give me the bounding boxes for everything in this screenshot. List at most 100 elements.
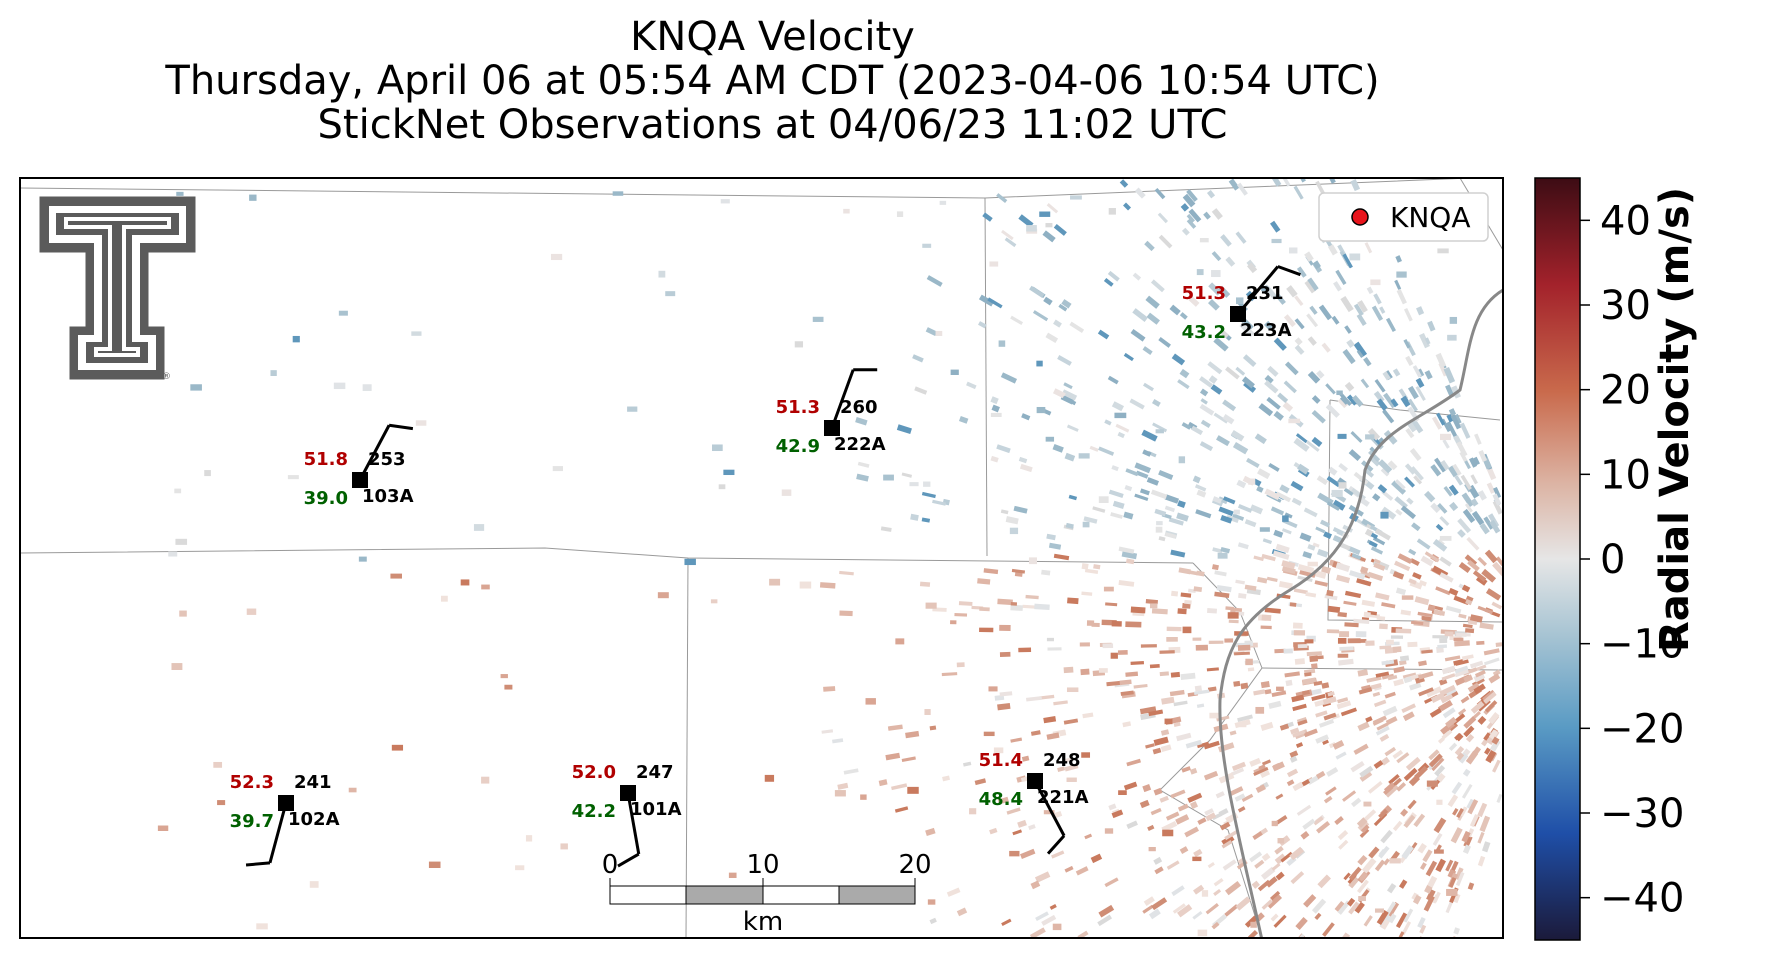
radar-gate <box>1348 449 1362 462</box>
radar-gate <box>1247 667 1255 672</box>
radar-gate <box>982 212 993 222</box>
radar-gate <box>1253 689 1266 696</box>
radar-gate <box>1271 238 1282 244</box>
radar-gate <box>1227 612 1239 619</box>
radar-gate <box>1063 382 1073 390</box>
radar-gate <box>1477 605 1494 615</box>
radar-gate <box>1013 505 1028 514</box>
radar-gate <box>217 800 226 806</box>
radar-gate <box>1218 742 1235 753</box>
knqa-marker-icon <box>1351 208 1369 226</box>
radar-gate <box>1264 688 1272 695</box>
radar-gate <box>1434 764 1446 777</box>
radar-gate <box>1373 812 1388 827</box>
radar-gate <box>1396 289 1407 305</box>
radar-gate <box>1312 260 1321 270</box>
radar-gate <box>1419 332 1430 349</box>
radar-gate <box>1309 655 1319 662</box>
radar-gate <box>1477 556 1488 567</box>
radar-gate <box>1277 392 1289 404</box>
radar-gate <box>1026 225 1037 232</box>
radar-gate <box>1258 764 1266 771</box>
radar-gate <box>1207 361 1223 375</box>
radar-gate <box>1111 620 1122 627</box>
radar-gate <box>176 191 184 196</box>
radar-gate <box>1353 743 1369 755</box>
radar-gate <box>1344 381 1355 392</box>
radar-gate <box>338 310 348 316</box>
radar-gate <box>1159 671 1170 677</box>
radar-gate <box>1486 482 1496 494</box>
radar-gate <box>1435 352 1447 368</box>
radar-gate <box>942 775 950 782</box>
radar-gate <box>896 424 912 435</box>
radar-gate <box>1446 413 1454 423</box>
radar-gate <box>712 444 723 452</box>
radar-gate <box>1047 647 1062 651</box>
radar-gate <box>1119 179 1129 188</box>
radar-gate <box>1306 313 1319 328</box>
radar-gate <box>1404 476 1415 488</box>
radar-gate <box>1479 522 1490 535</box>
radar-gate <box>1212 547 1223 554</box>
radar-gate <box>1409 682 1422 691</box>
radar-gate <box>1030 880 1041 890</box>
radar-gate <box>1465 628 1475 634</box>
radar-gate <box>1038 694 1055 700</box>
radar-gate <box>1349 253 1361 261</box>
radar-gate <box>1222 413 1235 425</box>
radar-gate <box>1010 737 1023 743</box>
radar-gate <box>1458 562 1471 573</box>
radar-gate <box>1053 700 1068 706</box>
radar-gate <box>1454 475 1463 486</box>
radar-gate <box>1271 820 1278 827</box>
radar-gate <box>1357 669 1369 677</box>
radar-gate <box>1463 674 1474 683</box>
radar-gate <box>925 827 936 837</box>
radar-gate <box>979 607 990 612</box>
colorbar-tick-label: −10 <box>1600 622 1684 668</box>
radar-gate <box>1011 568 1026 574</box>
radar-gate <box>1409 558 1420 567</box>
radar-gate <box>1449 501 1459 512</box>
radar-gate <box>989 827 998 835</box>
radar-gate <box>1313 816 1324 826</box>
radar-gate <box>1130 328 1146 342</box>
radar-gate <box>1400 609 1412 616</box>
radar-gate <box>1242 354 1257 368</box>
radar-gate <box>1303 894 1317 908</box>
radar-gate <box>1448 587 1459 596</box>
radar-gate <box>1411 892 1419 901</box>
radar-gate <box>1173 700 1188 707</box>
radar-gate <box>1261 614 1272 622</box>
radar-gate <box>1063 757 1074 763</box>
station-marker-icon <box>278 795 294 811</box>
radar-gate <box>878 779 888 787</box>
radar-gate <box>1104 877 1119 888</box>
scale-tick-20: 20 <box>898 850 931 880</box>
radar-gate <box>1307 336 1317 346</box>
radar-gate <box>1413 813 1426 828</box>
radar-gate <box>1046 533 1056 541</box>
radar-gate <box>1216 584 1232 593</box>
radar-gate <box>728 872 737 878</box>
radar-gate <box>1275 543 1290 554</box>
wind-barb-icon <box>268 802 288 864</box>
radar-gate <box>1161 821 1178 833</box>
radar-gate <box>1276 686 1284 691</box>
radar-gate <box>1424 370 1433 380</box>
radar-gate <box>1477 831 1485 844</box>
radar-gate <box>1379 306 1386 314</box>
radar-gate <box>1261 285 1268 292</box>
radar-gate <box>1132 272 1142 281</box>
radar-gate <box>1117 431 1125 439</box>
radar-gate <box>1400 505 1416 520</box>
radar-gate <box>1445 605 1462 614</box>
radar-gate <box>1058 303 1068 312</box>
radar-gate <box>1445 859 1454 872</box>
radar-gate <box>1083 516 1098 524</box>
radar-gate <box>1152 747 1162 755</box>
radar-gate <box>1166 860 1180 870</box>
radar-gate <box>1254 433 1267 445</box>
radar-gate <box>988 686 998 692</box>
